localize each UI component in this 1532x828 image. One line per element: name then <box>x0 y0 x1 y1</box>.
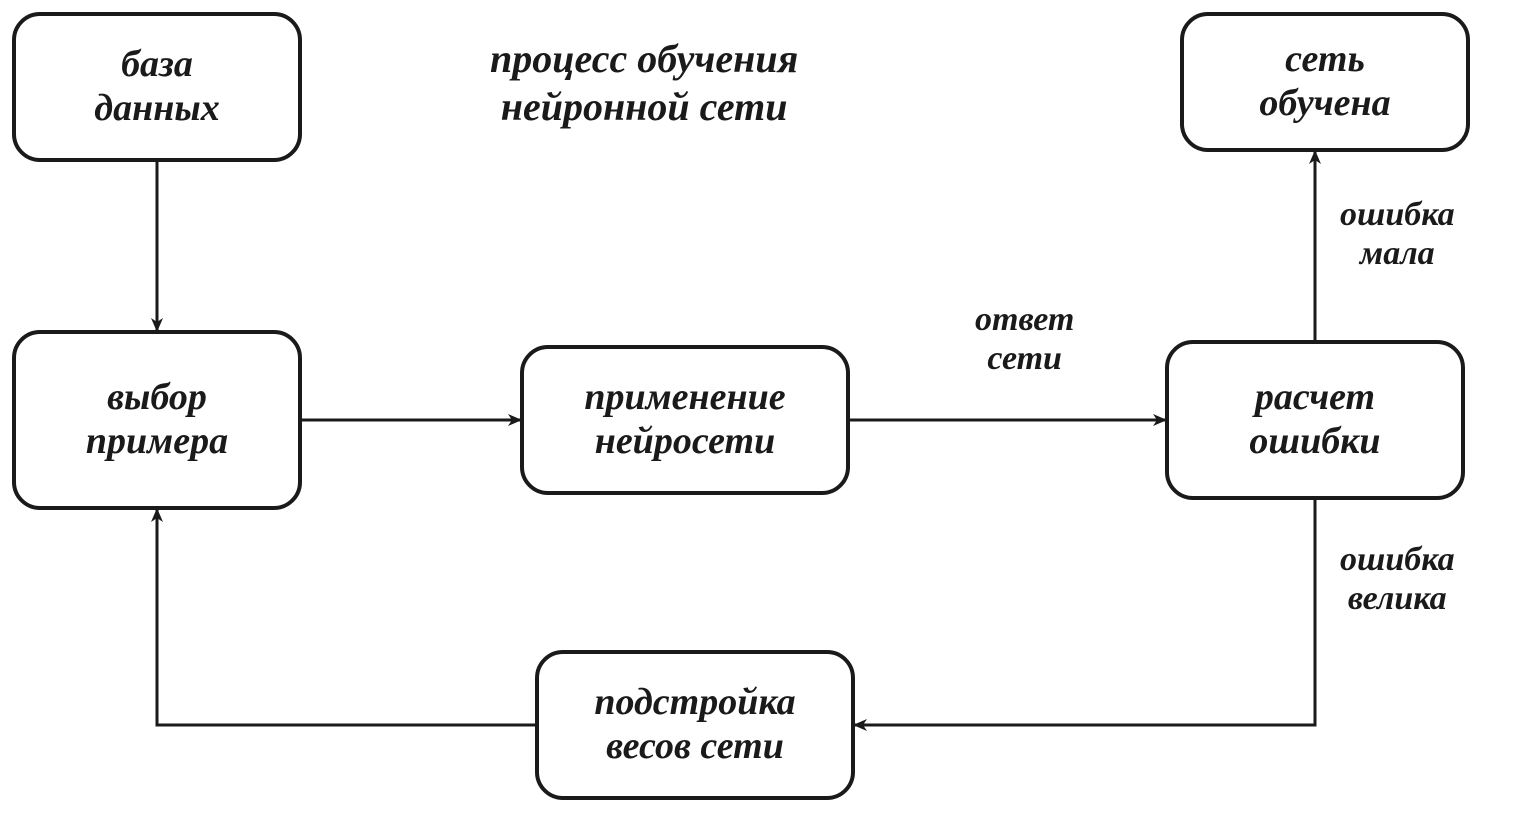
edge-label-error-big: ошибка велика <box>1340 540 1455 618</box>
node-error-l2: ошибки <box>1249 420 1380 462</box>
node-error-l1: расчет <box>1255 376 1375 418</box>
node-trained-l1: сеть <box>1285 38 1365 80</box>
node-select-l2: примера <box>86 420 228 462</box>
edge-label-small-l1: ошибка <box>1340 196 1455 233</box>
diagram-title: процесс обучения нейронной сети <box>490 35 798 131</box>
node-adjust-l2: весов сети <box>606 725 784 767</box>
edge-error-to-adjust <box>855 500 1315 725</box>
flowchart-canvas: процесс обучения нейронной сети база дан… <box>0 0 1532 828</box>
node-select-example: выбор примера <box>12 330 302 510</box>
edge-label-big-l2: велика <box>1348 580 1447 617</box>
title-line2: нейронной сети <box>501 84 788 129</box>
node-apply-l2: нейросети <box>595 420 776 462</box>
node-database-l1: база <box>121 43 193 85</box>
title-line1: процесс обучения <box>490 36 798 81</box>
node-database: база данных <box>12 12 302 162</box>
node-calc-error: расчет ошибки <box>1165 340 1465 500</box>
edge-label-small-l2: мала <box>1360 235 1435 272</box>
edge-label-answer: ответ сети <box>975 300 1074 378</box>
node-adjust-l1: подстройка <box>594 681 795 723</box>
edge-label-error-small: ошибка мала <box>1340 195 1455 273</box>
edge-label-big-l1: ошибка <box>1340 541 1455 578</box>
node-apply-l1: применение <box>584 376 785 418</box>
node-apply-network: применение нейросети <box>520 345 850 495</box>
edge-label-answer-l2: сети <box>987 340 1062 377</box>
node-trained-l2: обучена <box>1259 82 1390 124</box>
node-adjust-weights: подстройка весов сети <box>535 650 855 800</box>
node-trained: сеть обучена <box>1180 12 1470 152</box>
node-select-l1: выбор <box>107 376 207 418</box>
edge-adjust-to-select <box>157 510 535 725</box>
edge-label-answer-l1: ответ <box>975 301 1074 338</box>
node-database-l2: данных <box>94 87 219 129</box>
